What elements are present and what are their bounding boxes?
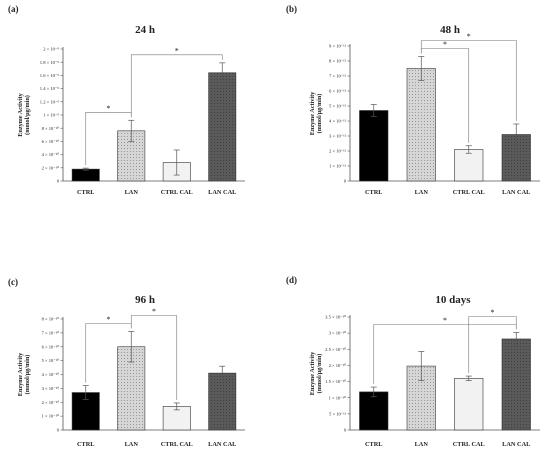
y-tick-label: 6 × 10⁻¹¹ [329, 89, 347, 94]
y-tick-label: 2 × 10⁻⁹ [43, 47, 59, 52]
y-tick-label: 1 × 10⁻¹⁰ [329, 395, 347, 400]
significance-bracket [468, 316, 517, 374]
chart-title: 10 days [435, 294, 471, 306]
y-tick-label: 1.4 × 10⁻⁹ [40, 86, 60, 91]
y-tick-label: 1.5 × 10⁻¹⁰ [325, 379, 346, 384]
x-tick-label: LAN [125, 189, 139, 196]
y-tick-label: 3 × 10⁻¹¹ [329, 134, 347, 139]
y-axis-unit: (mmol/µg/min) [24, 95, 31, 135]
y-tick-label: 2.5 × 10⁻¹⁰ [325, 347, 346, 352]
y-axis-label: Enzyme Activity [309, 91, 316, 135]
significance-bracket [130, 54, 223, 118]
y-axis-label: Enzyme Activity [309, 351, 316, 395]
y-tick-label: 6 × 10⁻¹⁰ [42, 344, 60, 349]
significance-star: * [443, 316, 447, 325]
significance-star: * [152, 307, 156, 316]
x-tick-label: CTRL [77, 189, 95, 196]
y-tick-label: 0 [57, 179, 60, 184]
bar [501, 338, 531, 431]
y-tick-label: 8 × 10⁻¹⁰ [42, 317, 60, 322]
panel-label: (c) [8, 277, 18, 287]
bar [359, 391, 389, 431]
chart-panel-4: (d) 10 days Enzyme Activity (mmol/µg/min) 0 5… [286, 275, 540, 448]
y-tick-label: 5 × 10⁻¹⁰ [42, 358, 60, 363]
chart-panel-2: (b) 48 h Enzyme Activity (mmol/µg/min) 0 1 × … [286, 4, 540, 196]
y-tick-label: 2 × 10⁻¹⁰ [42, 400, 60, 405]
y-tick-label: 8 × 10⁻¹¹ [329, 59, 347, 64]
y-tick-label: 1.6 × 10⁻⁹ [40, 73, 60, 78]
bar [117, 130, 146, 182]
x-tick-label: LAN [415, 189, 429, 196]
y-tick-label: 4 × 10⁻¹⁰ [42, 372, 60, 377]
y-tick-label: 8 × 10⁻¹⁰ [42, 126, 60, 131]
x-tick-label: LAN CAL [208, 441, 236, 448]
y-tick-label: 3 × 10⁻¹⁰ [42, 386, 60, 391]
y-tick-label: 5 × 10⁻¹¹ [329, 104, 347, 109]
chart-title: 96 h [135, 294, 155, 306]
panel-label: (b) [286, 4, 297, 14]
y-tick-label: 7 × 10⁻¹¹ [329, 74, 347, 79]
y-tick-label: 7 × 10⁻¹⁰ [42, 330, 60, 335]
significance-star: * [467, 32, 471, 41]
y-tick-label: 0 [57, 428, 60, 433]
significance-star: * [107, 315, 111, 324]
x-tick-label: CTRL CAL [161, 189, 193, 196]
y-tick-label: 0 [344, 428, 347, 433]
bar [454, 149, 484, 182]
y-tick-label: 1 × 10⁻⁹ [43, 113, 59, 118]
y-tick-label: 3.5 × 10⁻¹⁰ [325, 315, 346, 320]
y-tick-label: 2 × 10⁻¹¹ [329, 149, 347, 154]
x-tick-label: LAN [415, 441, 429, 448]
y-tick-label: 2 × 10⁻¹⁰ [329, 363, 347, 368]
y-tick-label: 4 × 10⁻¹¹ [329, 119, 347, 124]
y-axis-unit: (mmol/µg/min) [316, 94, 323, 134]
x-tick-label: CTRL CAL [161, 441, 193, 448]
y-tick-label: 1 × 10⁻¹¹ [329, 164, 347, 169]
y-axis-label: Enzyme Activity [17, 352, 24, 396]
significance-star: * [107, 104, 111, 113]
x-tick-label: CTRL CAL [453, 189, 485, 196]
y-tick-label: 9 × 10⁻¹¹ [329, 44, 347, 49]
bar [208, 372, 237, 431]
y-axis-unit: (mmol/µg/min) [316, 354, 323, 394]
bar [406, 68, 436, 182]
significance-star: * [443, 40, 447, 49]
bar [71, 168, 100, 182]
chart-panel-1: (a) 24 h Enzyme Activity (mmol/µg/min) 0 2 × … [8, 4, 245, 196]
x-tick-label: CTRL CAL [453, 441, 485, 448]
x-tick-label: LAN CAL [502, 189, 530, 196]
panel-label: (a) [8, 4, 19, 14]
x-tick-label: LAN [125, 441, 139, 448]
y-tick-label: 1.8 × 10⁻⁹ [40, 60, 60, 65]
chart-panel-3: (c) 96 h Enzyme Activity (mmol/µg/min) 0 1 × … [8, 277, 245, 448]
significance-bracket [130, 315, 178, 400]
y-tick-label: 1.2 × 10⁻⁹ [40, 99, 60, 104]
x-tick-label: LAN CAL [208, 189, 236, 196]
significance-bracket [373, 324, 517, 385]
significance-bracket [420, 40, 517, 121]
y-axis-unit: (mmol/µg/min) [24, 355, 31, 395]
y-tick-label: 1 × 10⁻¹⁰ [42, 414, 60, 419]
significance-star: * [175, 46, 179, 55]
x-tick-label: LAN CAL [502, 441, 530, 448]
y-tick-label: 6 × 10⁻¹⁰ [42, 139, 60, 144]
x-tick-label: CTRL [77, 441, 95, 448]
chart-title: 24 h [135, 24, 155, 36]
bar [208, 72, 237, 182]
y-tick-label: 3 × 10⁻¹⁰ [329, 331, 347, 336]
y-tick-label: 0 [344, 179, 347, 184]
bar [359, 110, 389, 182]
significance-star: * [491, 308, 495, 317]
y-tick-label: 5 × 10⁻¹¹ [329, 411, 347, 416]
x-tick-label: CTRL [365, 441, 383, 448]
bar [454, 378, 484, 431]
y-tick-label: 2 × 10⁻¹⁰ [42, 165, 60, 170]
x-tick-label: CTRL [365, 189, 383, 196]
panel-label: (d) [286, 275, 297, 285]
chart-title: 48 h [440, 24, 460, 36]
y-axis-label: Enzyme Activity [17, 92, 24, 136]
y-tick-label: 4 × 10⁻¹⁰ [42, 152, 60, 157]
